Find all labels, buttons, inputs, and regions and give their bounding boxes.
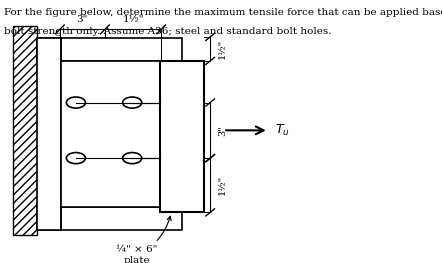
Text: 1½": 1½" bbox=[122, 15, 144, 24]
Text: For the figure below, determine the maximum tensile force that can be applied ba: For the figure below, determine the maxi… bbox=[4, 8, 442, 17]
Bar bbox=[160, 61, 204, 213]
Bar bbox=[37, 38, 182, 61]
Text: bolt strength only. Assume A36; steel and standard bolt holes.: bolt strength only. Assume A36; steel an… bbox=[4, 27, 332, 36]
Text: ¼" × 6"
plate: ¼" × 6" plate bbox=[116, 216, 171, 263]
Bar bbox=[13, 26, 37, 235]
Text: 3": 3" bbox=[218, 125, 227, 136]
Bar bbox=[37, 207, 182, 230]
Bar bbox=[61, 61, 182, 207]
Bar bbox=[37, 38, 61, 230]
Text: 1½": 1½" bbox=[218, 175, 227, 195]
Text: 3": 3" bbox=[77, 15, 88, 24]
Text: 1½": 1½" bbox=[218, 39, 227, 59]
Text: $T_u$: $T_u$ bbox=[275, 123, 290, 138]
